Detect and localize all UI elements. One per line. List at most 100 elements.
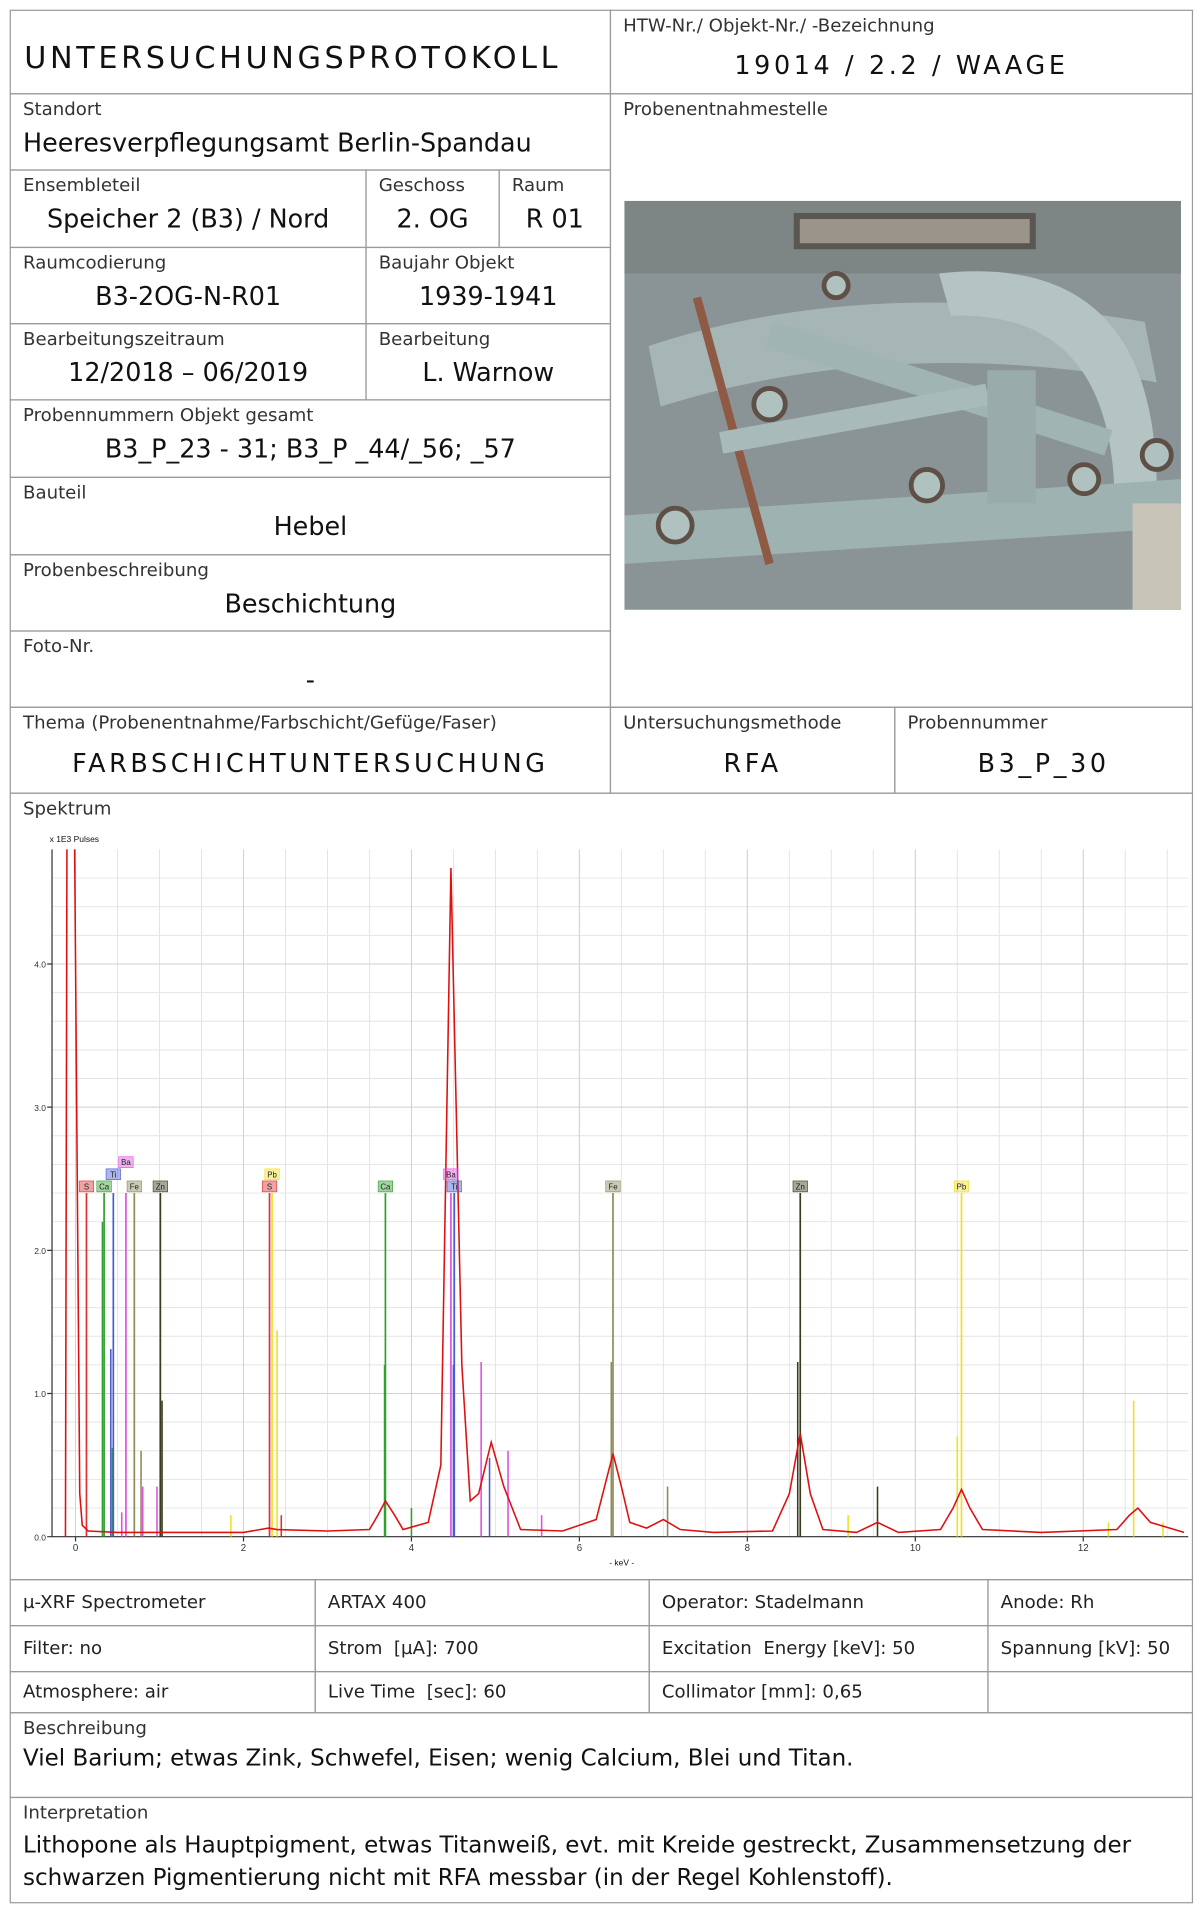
element-label-box <box>96 1180 112 1193</box>
label: Interpretation <box>22 1801 149 1824</box>
table-cell: Filter: no <box>9 1625 316 1673</box>
value: 1939-1941 <box>418 281 558 311</box>
value: 12/2018 – 06/2019 <box>68 358 309 388</box>
element-label-box <box>126 1180 142 1193</box>
table-cell: Spannung [kV]: 50 <box>987 1625 1194 1673</box>
label: Baujahr Objekt <box>378 251 515 274</box>
element-label-box <box>446 1180 462 1193</box>
element-label-box <box>377 1180 393 1193</box>
value: 19014 / 2.2 / WAAGE <box>734 50 1069 80</box>
element-label-box <box>792 1180 808 1193</box>
label: Raumcodierung <box>22 251 167 274</box>
element-label-box <box>261 1180 278 1193</box>
y-axis-label: x 1E3 Pulses <box>50 834 99 844</box>
spectrum-line <box>64 849 1185 1537</box>
x-tick-label: 2 <box>241 1543 246 1554</box>
field: Bauteil Hebel <box>9 476 612 556</box>
field: Bearbeitungszeitraum 12/2018 – 06/2019 <box>9 323 367 401</box>
label: Probenbeschreibung <box>22 559 209 581</box>
table-cell: Atmosphere: air <box>9 1671 316 1714</box>
element-label-box <box>953 1180 970 1193</box>
cell-text: Filter: no <box>22 1637 103 1659</box>
field: Thema (Probenentnahme/Farbschicht/Gefüge… <box>9 706 612 794</box>
value: Lithopone als Hauptpigment, etwas Titanw… <box>22 1831 1132 1892</box>
photo-cell: Probenentnahmestelle <box>609 93 1194 708</box>
element-label: Pb <box>267 1170 277 1179</box>
field: Interpretation Lithopone als Hauptpigmen… <box>9 1796 1194 1904</box>
y-tick-label: 1.0 <box>34 1389 46 1399</box>
table-cell: Strom [µA]: 700 <box>314 1625 650 1673</box>
label: Bauteil <box>22 481 87 504</box>
label: Foto-Nr. <box>22 635 95 658</box>
label: Thema (Probenentnahme/Farbschicht/Gefüge… <box>22 711 497 734</box>
label: Geschoss <box>378 174 465 197</box>
table-cell: Live Time [sec]: 60 <box>314 1671 650 1714</box>
table-cell <box>987 1671 1194 1714</box>
cell-text: µ-XRF Spectrometer <box>22 1591 206 1613</box>
element-label: Zn <box>796 1182 805 1191</box>
cell-text: ARTAX 400 <box>327 1591 427 1613</box>
label: Probenentnahmestelle <box>623 98 828 120</box>
value: 2. OG <box>396 204 469 234</box>
label: Bearbeitungszeitraum <box>22 327 225 350</box>
label: Untersuchungsmethode <box>623 711 842 734</box>
cell-text: Collimator [mm]: 0,65 <box>661 1680 863 1703</box>
cell-text: Live Time [sec]: 60 <box>327 1680 507 1703</box>
element-label: Ba <box>121 1158 131 1167</box>
chart: 0 2 4 6 8 10 12 0.0 1.0 2.0 3.0 4.0 x 1E3 Pulses - ke… <box>34 834 1189 1568</box>
value: B3-2OG-N-R01 <box>95 281 282 311</box>
value: R 01 <box>525 204 584 234</box>
field: Bearbeitung L. Warnow <box>365 323 612 401</box>
field: Raum R 01 <box>498 169 612 249</box>
field: Ensembleteil Speicher 2 (B3) / Nord <box>9 169 367 249</box>
element-label: Ba <box>446 1170 456 1179</box>
value: RFA <box>723 748 782 779</box>
x-tick-label: 0 <box>73 1543 78 1554</box>
field: Probenbeschreibung Beschichtung <box>9 554 612 632</box>
y-tick-label: 2.0 <box>34 1246 46 1256</box>
element-label-box <box>443 1168 459 1181</box>
value: B3_P_23 - 31; B3_P _44/_56; _57 <box>104 434 516 464</box>
label: Probennummern Objekt gesamt <box>22 404 314 426</box>
label: Bearbeitung <box>378 327 491 350</box>
field: Raumcodierung B3-2OG-N-R01 <box>9 246 367 325</box>
sample-photo <box>624 200 1181 610</box>
table-cell: Operator: Stadelmann <box>648 1579 989 1627</box>
value: - <box>305 665 315 695</box>
label: Ensembleteil <box>22 174 141 197</box>
label: Probennummer <box>907 711 1048 734</box>
element-label-box <box>264 1168 280 1181</box>
y-tick-label: 3.0 <box>34 1103 46 1113</box>
cell-text: Spannung [kV]: 50 <box>1000 1637 1171 1659</box>
element-label: Ca <box>99 1182 110 1191</box>
value: Hebel <box>273 511 348 541</box>
table-cell: ARTAX 400 <box>314 1579 650 1627</box>
value: Viel Barium; etwas Zink, Schwefel, Eisen… <box>22 1744 854 1772</box>
plot <box>64 849 1185 1537</box>
cell-text: Excitation Energy [keV]: 50 <box>661 1637 916 1659</box>
title: UNTERSUCHUNGSPROTOKOLL <box>24 39 562 76</box>
element-label-box <box>152 1180 168 1193</box>
element-label: Ti <box>451 1182 458 1191</box>
field: Probennummer B3_P_30 <box>894 706 1194 794</box>
x-tick-label: 6 <box>577 1543 582 1554</box>
field: Beschreibung Viel Barium; etwas Zink, Sc… <box>9 1712 1194 1799</box>
x-tick-label: 12 <box>1078 1543 1089 1554</box>
element-label-box <box>78 1180 95 1193</box>
value: Speicher 2 (B3) / Nord <box>47 204 330 234</box>
table-cell: Collimator [mm]: 0,65 <box>648 1671 989 1714</box>
value: B3_P_30 <box>977 748 1110 779</box>
element-label: Ca <box>380 1182 391 1191</box>
field: Baujahr Objekt 1939-1941 <box>365 246 612 325</box>
field: Foto-Nr. - <box>9 630 612 708</box>
element-label-box <box>105 1168 121 1181</box>
label: Beschreibung <box>22 1716 147 1739</box>
y-tick-label: 0.0 <box>34 1532 46 1542</box>
value: Beschichtung <box>224 589 397 619</box>
element-label-box <box>605 1180 621 1193</box>
element-label: Pb <box>957 1182 967 1191</box>
x-tick-label: 8 <box>745 1543 750 1554</box>
element-label: Zn <box>156 1182 165 1191</box>
